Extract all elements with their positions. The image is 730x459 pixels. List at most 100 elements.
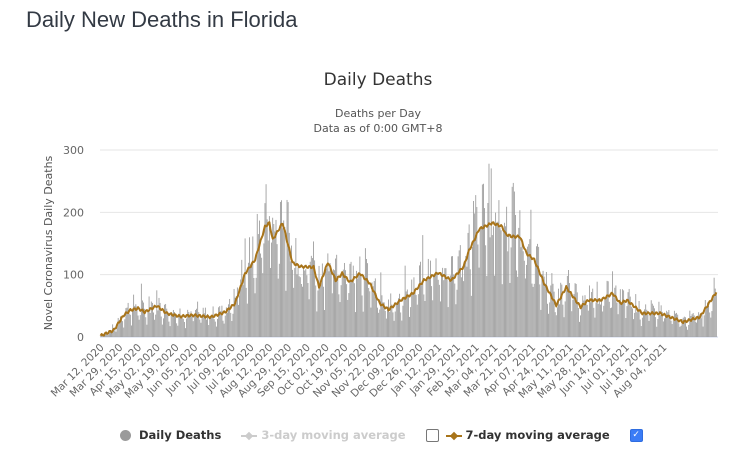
bar-daily-deaths [505,226,506,337]
legend-item-3day-average[interactable]: 3-day moving average [241,428,406,442]
bar-daily-deaths [117,317,119,337]
bar-daily-deaths [432,300,434,337]
bar-daily-deaths [150,301,152,337]
bar-daily-deaths [164,304,165,337]
bar-daily-deaths [600,304,601,337]
bar-daily-deaths [711,311,713,337]
bar-daily-deaths [285,290,287,337]
bar-daily-deaths [304,270,306,337]
bar-daily-deaths [133,294,135,337]
bar-daily-deaths [551,273,553,337]
bar-daily-deaths [201,316,203,337]
bar-daily-deaths [217,318,218,337]
bar-daily-deaths [593,307,595,337]
bar-daily-deaths [446,278,448,337]
bar-daily-deaths [618,301,620,337]
bar-daily-deaths [462,266,463,337]
bar-daily-deaths [608,301,610,337]
bar-daily-deaths [675,313,676,337]
bar-daily-deaths [212,306,214,337]
bar-daily-deaths [338,294,340,337]
bar-daily-deaths [353,283,355,337]
bar-daily-deaths [521,239,523,337]
bar-daily-deaths [424,300,426,337]
bar-daily-deaths [299,277,301,337]
bar-daily-deaths [437,279,439,337]
bar-daily-deaths [308,299,310,337]
3day-average-checkbox[interactable] [425,428,439,442]
bar-daily-deaths [419,265,420,337]
bar-daily-deaths [645,304,647,337]
bar-daily-deaths [649,314,651,337]
bar-daily-deaths [204,307,206,337]
bar-daily-deaths [500,230,502,337]
bar-daily-deaths [276,244,278,337]
bar-daily-deaths [692,313,694,337]
bar-daily-deaths [189,316,191,337]
legend-label: Daily Deaths [139,428,222,442]
bar-daily-deaths [166,308,168,337]
bar-daily-deaths [688,324,690,337]
bar-daily-deaths [197,301,199,337]
bar-daily-deaths [262,273,264,337]
bar-daily-deaths [135,304,137,337]
bar-daily-deaths [251,265,253,337]
bar-daily-deaths [341,273,343,337]
bar-daily-deaths [311,258,313,337]
bar-daily-deaths [632,308,633,337]
bar-daily-deaths [361,295,363,337]
legend-item-daily-deaths[interactable]: Daily Deaths [120,428,221,442]
bar-daily-deaths [168,321,170,337]
7day-average-checkbox[interactable]: ✓ [629,428,643,442]
bar-daily-deaths [233,288,235,337]
bar-daily-deaths [138,319,140,337]
bar-daily-deaths [668,309,670,337]
bar-daily-deaths [609,308,611,337]
bar-daily-deaths [305,269,307,337]
bar-daily-deaths [615,285,617,337]
bar-daily-deaths [254,293,256,337]
bar-daily-deaths [336,254,338,337]
bar-daily-deaths [440,301,441,337]
bar-daily-deaths [538,246,540,337]
bar-daily-deaths [196,308,197,337]
bar-daily-deaths [186,318,188,337]
bar-daily-deaths [590,302,591,337]
bar-daily-deaths [527,246,529,337]
bar-daily-deaths [683,316,685,337]
bar-daily-deaths [253,277,255,337]
bar-daily-deaths [359,256,361,337]
bar-daily-deaths [587,310,589,337]
bar-daily-deaths [167,314,169,337]
bar-daily-deaths [158,297,160,337]
chart-subtitle-line-1: Deaths per Day [335,107,421,120]
bar-daily-deaths [316,311,318,337]
bar-daily-deaths [575,283,577,337]
bar-daily-deaths [592,288,594,337]
bar-daily-deaths [539,284,541,337]
bar-daily-deaths [523,260,525,337]
bar-daily-deaths [260,253,261,337]
bar-daily-deaths [404,265,406,337]
bar-daily-deaths [492,226,494,337]
bar-daily-deaths [677,314,679,337]
bar-daily-deaths [331,293,333,337]
bar-daily-deaths [702,326,704,337]
bar-daily-deaths [106,333,108,337]
bar-daily-deaths [453,274,455,337]
bar-daily-deaths [628,288,630,337]
legend-item-7day-average[interactable]: 7-day moving average [445,428,610,442]
bar-daily-deaths [114,328,116,337]
bar-daily-deaths [122,321,124,337]
bar-daily-deaths [207,314,208,337]
bar-daily-deaths [159,302,161,337]
bar-daily-deaths [479,229,481,337]
bar-daily-deaths [306,275,308,337]
bar-daily-deaths [228,304,229,337]
bar-daily-deaths [434,273,436,337]
bar-daily-deaths [407,294,409,337]
bar-daily-deaths [486,276,488,337]
bar-daily-deaths [534,260,536,337]
bar-daily-deaths [456,289,458,337]
bar-daily-deaths [474,213,476,337]
